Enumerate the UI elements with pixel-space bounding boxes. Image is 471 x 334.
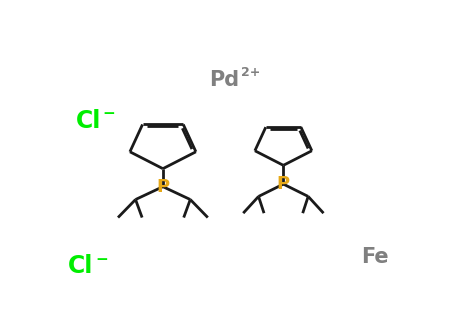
Text: Cl: Cl [75, 109, 101, 133]
Text: −: − [103, 107, 115, 121]
Text: P: P [156, 178, 170, 196]
Text: P: P [277, 175, 290, 193]
Text: 2+: 2+ [242, 66, 261, 79]
Text: Cl: Cl [68, 255, 94, 279]
Text: −: − [95, 252, 108, 267]
Text: Pd: Pd [210, 70, 240, 90]
Text: Fe: Fe [361, 247, 389, 268]
